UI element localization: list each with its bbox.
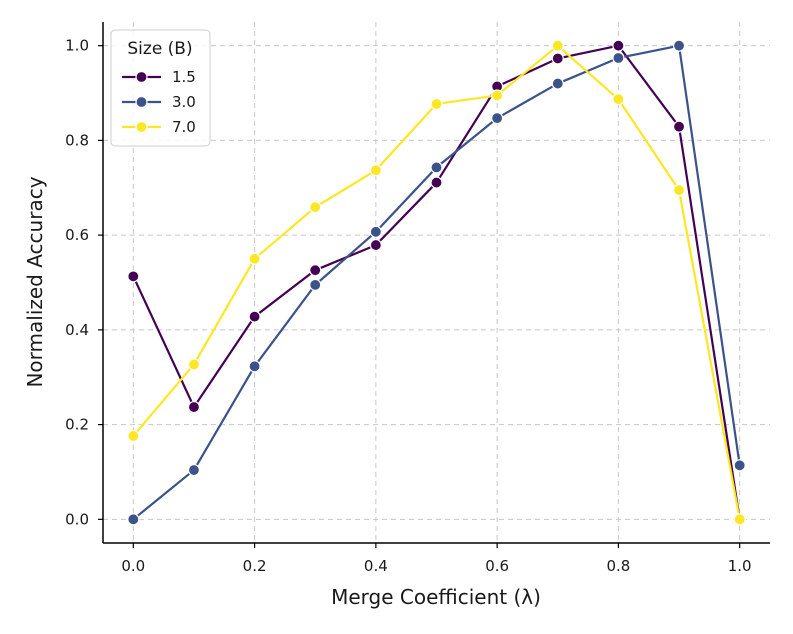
x-tick-label: 0.8 (606, 557, 630, 575)
data-point (127, 513, 140, 526)
y-tick-label: 0.2 (65, 416, 89, 434)
axes (102, 22, 770, 544)
data-point (430, 97, 443, 111)
data-point (248, 310, 261, 323)
data-point (187, 400, 201, 414)
data-point (733, 459, 746, 472)
data-point (309, 278, 322, 291)
legend-entry: 1.5 (122, 68, 196, 86)
legend-entry: 3.0 (122, 93, 196, 111)
data-point (612, 93, 625, 106)
x-axis-label: Merge Coefficient (λ) (331, 585, 541, 609)
data-point (672, 120, 686, 133)
legend-title: Size (B) (127, 39, 192, 59)
y-tick-label: 0.4 (65, 321, 89, 339)
data-point (491, 112, 504, 125)
legend-marker (135, 95, 148, 109)
data-point (430, 161, 443, 174)
legend-marker (135, 120, 148, 134)
x-tick-label: 1.0 (728, 557, 752, 575)
x-tick-label: 0.4 (364, 557, 388, 575)
x-ticks: 0.0 0.2 0.4 0.6 0.8 1.0 (121, 543, 752, 575)
legend-box (110, 29, 211, 147)
series-3.0 (127, 39, 746, 526)
series (127, 39, 746, 526)
data-point (672, 39, 686, 52)
x-tick-label: 0.2 (243, 557, 267, 575)
x-tick-label: 0.6 (485, 557, 509, 575)
series-line (132, 44, 741, 520)
series-line (132, 44, 741, 520)
data-point (612, 39, 625, 52)
data-point (369, 238, 382, 252)
series-line (132, 44, 741, 521)
data-point (127, 429, 140, 443)
data-point (187, 358, 201, 371)
data-point (187, 463, 201, 477)
y-tick-label: 0.6 (65, 226, 89, 244)
y-axis-label: Normalized Accuracy (23, 176, 47, 387)
data-point (309, 264, 322, 277)
data-point (491, 89, 504, 102)
legend-label: 7.0 (172, 118, 196, 136)
data-point (127, 270, 140, 283)
x-tick-label: 0.0 (121, 557, 145, 575)
grid (103, 22, 770, 543)
data-point (551, 39, 564, 52)
series-1.5 (127, 39, 746, 526)
legend-label: 1.5 (172, 68, 196, 86)
data-point (309, 201, 322, 214)
legend-entry: 7.0 (122, 118, 196, 136)
data-point (551, 77, 564, 90)
legend-marker (135, 70, 148, 84)
y-ticks: 0.0 0.2 0.4 0.6 0.8 1.0 (65, 37, 103, 528)
legend-label: 3.0 (172, 93, 196, 111)
data-point (248, 252, 261, 265)
data-point (369, 164, 382, 177)
series-7.0 (127, 39, 746, 526)
legend: Size (B) 1.5 3.0 7.0 (110, 29, 211, 147)
data-point (672, 184, 686, 197)
data-point (551, 52, 564, 65)
y-tick-label: 1.0 (65, 37, 89, 55)
data-point (612, 51, 625, 65)
y-tick-label: 0.0 (65, 510, 89, 528)
data-point (430, 176, 443, 189)
data-point (733, 513, 746, 526)
data-point (369, 225, 382, 238)
y-tick-label: 0.8 (65, 131, 89, 149)
data-point (248, 360, 261, 373)
